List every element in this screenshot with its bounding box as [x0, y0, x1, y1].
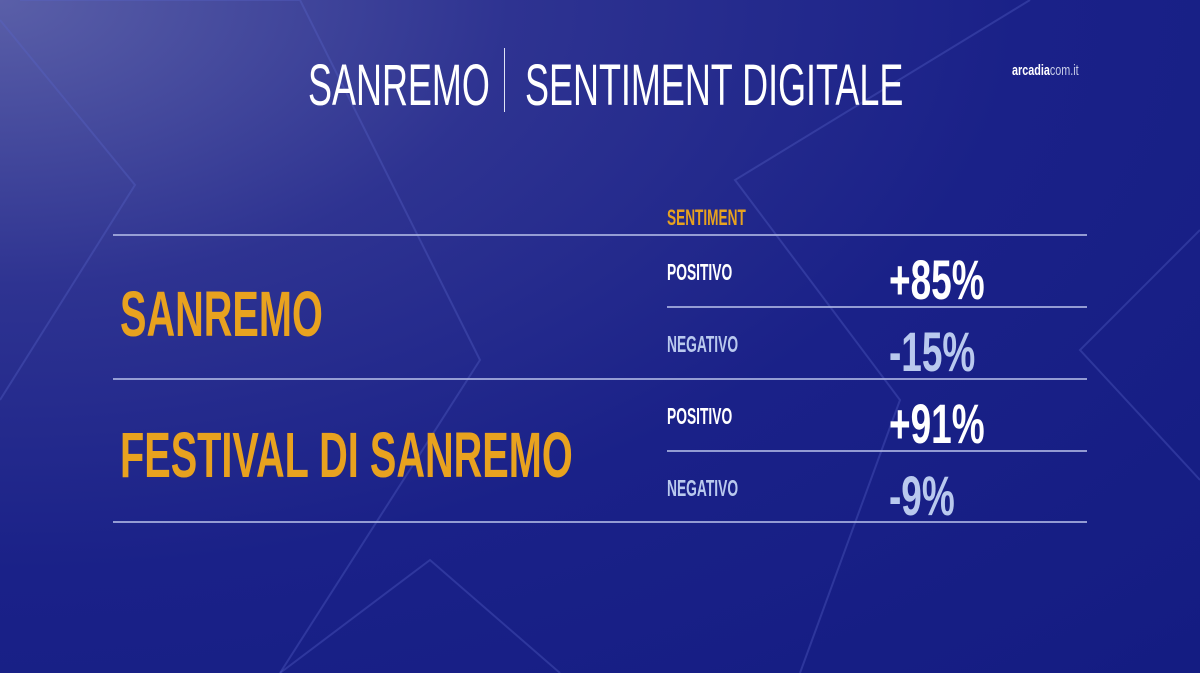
brand-logo: arcadiacom.it: [1012, 62, 1079, 79]
positive-value: +85%: [889, 248, 985, 311]
category-label: FESTIVAL DI SANREMO: [120, 419, 573, 491]
negative-value: -15%: [889, 320, 976, 383]
divider: [113, 234, 1087, 236]
positive-label: POSITIVO: [667, 403, 733, 429]
column-header-sentiment: SENTIMENT: [667, 205, 746, 230]
title-sentiment-digitale: SENTIMENT DIGITALE: [525, 53, 904, 118]
category-label: SANREMO: [120, 278, 323, 350]
positive-value: +91%: [889, 392, 985, 455]
positive-label: POSITIVO: [667, 259, 733, 285]
negative-label: NEGATIVO: [667, 331, 739, 357]
title-divider: [504, 48, 505, 112]
negative-value: -9%: [889, 464, 955, 527]
negative-label: NEGATIVO: [667, 475, 739, 501]
divider: [113, 378, 1087, 380]
divider: [113, 521, 1087, 523]
title-sanremo: SANREMO: [308, 53, 490, 118]
divider: [667, 306, 1087, 308]
divider: [667, 450, 1087, 452]
